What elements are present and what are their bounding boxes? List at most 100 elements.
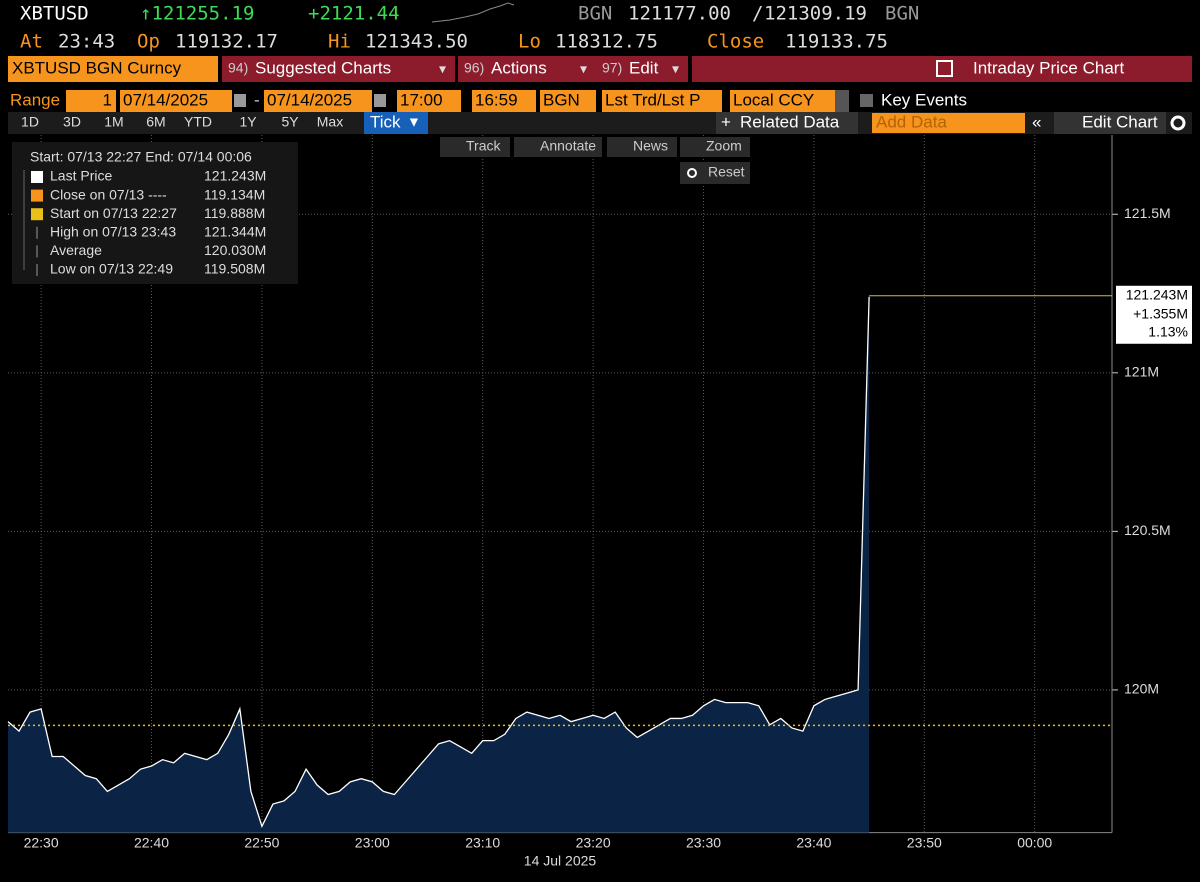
- quote-label: Op: [137, 31, 160, 53]
- legend-name: Last Price: [50, 168, 112, 184]
- period-button[interactable]: Max: [317, 114, 343, 130]
- quote-label: Lo: [518, 31, 541, 53]
- legend-value: 119.134M: [204, 186, 265, 202]
- last-price-label: 121.243M: [1126, 286, 1188, 302]
- edit-chart[interactable]: Edit Chart: [1082, 112, 1158, 131]
- field-source[interactable]: [540, 90, 596, 112]
- x-tick-label: 23:10: [465, 835, 500, 851]
- quote-value: 119132.17: [175, 31, 278, 53]
- price-area: [8, 296, 870, 833]
- chart-tool[interactable]: [514, 137, 602, 157]
- tick-arrow: ▼: [407, 114, 421, 130]
- period-button[interactable]: 1M: [104, 114, 123, 130]
- legend-swatch: [31, 189, 43, 202]
- field-field[interactable]: [602, 90, 722, 112]
- field-start-time[interactable]: [397, 90, 461, 112]
- x-tick-label: 23:30: [686, 835, 721, 851]
- field-text: 16:59: [475, 90, 518, 109]
- legend-swatch: [31, 208, 43, 221]
- tick-label[interactable]: Tick: [370, 112, 401, 131]
- menu[interactable]: [222, 56, 455, 82]
- field-end-date[interactable]: [264, 90, 372, 112]
- dropdown-arrow: ▾: [580, 61, 587, 77]
- menu-label: Edit: [629, 58, 659, 77]
- y-tick-label: 121M: [1124, 364, 1159, 380]
- legend-name: Close on 07/13 ----: [50, 186, 167, 202]
- menu-number: 96): [464, 60, 484, 76]
- chart-tool-label[interactable]: Annotate: [540, 138, 596, 154]
- legend-name: Start on 07/13 22:27: [50, 205, 177, 221]
- chart-tool[interactable]: [440, 137, 510, 157]
- menu[interactable]: [458, 56, 596, 82]
- reset-button[interactable]: [680, 162, 750, 184]
- chart-tool-label[interactable]: News: [633, 138, 668, 154]
- period-button[interactable]: 6M: [146, 114, 165, 130]
- menu[interactable]: [596, 56, 688, 82]
- quote-label: Hi: [328, 31, 351, 53]
- tick-button[interactable]: [364, 112, 428, 134]
- last-change-pct: 1.13%: [1148, 323, 1188, 339]
- panel-title: Intraday Price Chart: [973, 58, 1124, 77]
- quote-label: Close: [707, 31, 764, 53]
- legend-value: 121.243M: [204, 168, 266, 184]
- calendar-icon: [234, 94, 246, 107]
- y-tick-label: 120.5M: [1124, 522, 1171, 538]
- field-start-date[interactable]: [120, 90, 232, 112]
- field-currency[interactable]: [730, 90, 835, 112]
- field-text: 17:00: [400, 90, 443, 109]
- chart-tool[interactable]: [680, 137, 750, 157]
- x-tick-label: 22:50: [244, 835, 279, 851]
- key-events: Key Events: [881, 90, 967, 109]
- launch-icon: [936, 60, 953, 77]
- legend-value: 119.508M: [204, 261, 265, 277]
- last-price: ↑121255.19: [140, 3, 254, 25]
- x-axis-title: 14 Jul 2025: [524, 853, 597, 869]
- legend-name: High on 07/13 23:43: [50, 224, 176, 240]
- security-box[interactable]: [8, 56, 218, 82]
- legend-value: 119.888M: [204, 205, 265, 221]
- ask-source: BGN: [885, 3, 919, 25]
- period-button[interactable]: 5Y: [281, 114, 299, 130]
- dropdown-arrow: ▾: [672, 61, 679, 77]
- period-button[interactable]: 1Y: [239, 114, 257, 130]
- menu-label: Suggested Charts: [255, 58, 391, 77]
- price-line: [7, 296, 870, 828]
- x-tick-label: 23:40: [796, 835, 831, 851]
- x-tick-label: 23:50: [907, 835, 942, 851]
- dropdown-arrow: ▾: [439, 61, 446, 77]
- edit-chart-bg[interactable]: [1054, 112, 1166, 134]
- chart-tool-label[interactable]: Zoom: [706, 138, 742, 154]
- period-button[interactable]: YTD: [184, 114, 212, 130]
- range-label: Range: [10, 90, 60, 109]
- reset-icon: [687, 168, 697, 178]
- key-events-checkbox[interactable]: [860, 94, 873, 107]
- field-text: 07/14/2025: [123, 90, 208, 109]
- add-data[interactable]: Add Data: [876, 112, 947, 131]
- menu-number: 94): [228, 60, 248, 76]
- field-end-time[interactable]: [472, 90, 536, 112]
- quote-value: 119133.75: [785, 31, 888, 53]
- dropdown-button[interactable]: [835, 90, 849, 112]
- reset-label[interactable]: Reset: [708, 164, 745, 180]
- add-data-input[interactable]: [872, 113, 1025, 133]
- legend-name: Average: [50, 242, 102, 258]
- chart-tool-label[interactable]: Track: [466, 138, 501, 154]
- period-button[interactable]: 3D: [63, 114, 81, 130]
- y-tick-label: 121.5M: [1124, 205, 1171, 221]
- chart-tool[interactable]: [607, 137, 677, 157]
- field-period[interactable]: [66, 90, 116, 112]
- quote-label: At: [20, 31, 43, 53]
- related-data[interactable]: Related Data: [740, 112, 840, 131]
- sparkline: [431, 2, 515, 23]
- related-bg[interactable]: [716, 112, 858, 134]
- period-button[interactable]: 1D: [21, 114, 39, 130]
- menu-label: Actions: [491, 58, 547, 77]
- security: XBTUSD BGN Curncy: [12, 58, 182, 77]
- x-tick-label: 22:40: [134, 835, 169, 851]
- dash: -: [254, 90, 260, 109]
- settings-icon[interactable]: [1170, 115, 1186, 131]
- net-change: +2121.44: [308, 3, 400, 25]
- last-change: +1.355M: [1133, 305, 1188, 321]
- field-text: BGN: [543, 90, 580, 109]
